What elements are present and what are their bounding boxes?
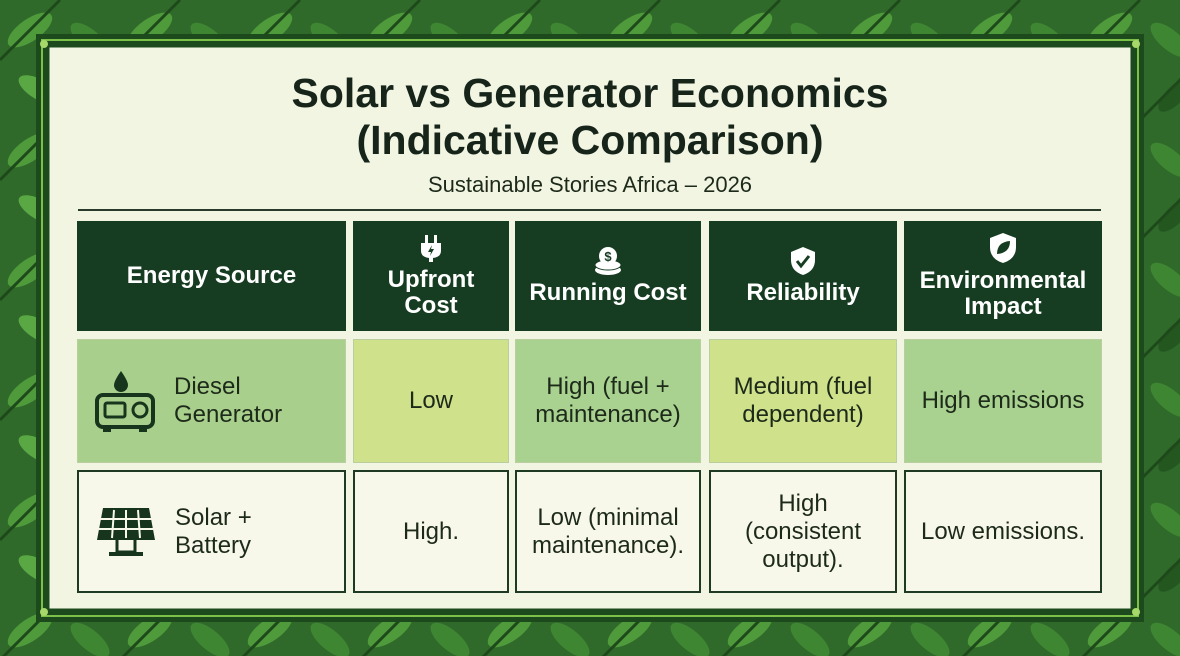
- svg-text:$: $: [604, 249, 612, 264]
- table-cell: Medium (fuel dependent): [709, 339, 897, 463]
- cell-text: Low emissions.: [920, 517, 1086, 545]
- table-cell: Low emissions.: [904, 470, 1102, 593]
- column-header: Energy Source: [77, 221, 346, 331]
- table-cell: Diesel Generator: [77, 339, 346, 463]
- title: Solar vs Generator Economics: [291, 70, 889, 116]
- cell-text: High (fuel + maintenance): [535, 373, 681, 428]
- header-text: Reliability: [746, 279, 860, 306]
- cell-text: High (consistent output).: [744, 489, 862, 573]
- cell-text: Low: [408, 387, 454, 414]
- header-text: Energy Source: [126, 262, 297, 289]
- table-cell: High emissions: [904, 339, 1102, 463]
- column-header: $ Running Cost: [515, 221, 701, 331]
- table-cell: Low (minimal maintenance).: [515, 470, 701, 593]
- table-cell: Low: [353, 339, 509, 463]
- table-cell: High (fuel + maintenance): [515, 339, 701, 463]
- header-text: Upfront Cost: [387, 266, 475, 319]
- cell-text: Medium (fuel dependent): [733, 373, 873, 428]
- cell-text: Diesel Generator: [174, 373, 283, 428]
- header-text: Running Cost: [529, 279, 687, 306]
- divider: [78, 209, 1101, 211]
- header-text: Environmental Impact: [919, 267, 1087, 320]
- title: (Indicative Comparison): [356, 117, 824, 163]
- table-cell: Solar + Battery: [77, 470, 346, 593]
- table-cell: High.: [353, 470, 509, 593]
- column-header: Upfront Cost: [353, 221, 509, 331]
- column-header: Environmental Impact: [904, 221, 1102, 331]
- coins-icon: $: [594, 247, 622, 275]
- solar-panel-icon: [97, 507, 155, 556]
- table-cell: High (consistent output).: [709, 470, 897, 593]
- cell-text: High emissions: [921, 387, 1085, 414]
- cell-text: Low (minimal maintenance).: [531, 503, 685, 559]
- cell-text: Solar + Battery: [175, 503, 252, 559]
- cell-text: High.: [402, 517, 460, 545]
- shield-icon: [791, 247, 815, 275]
- generator-icon: [95, 371, 155, 432]
- subtitle: Sustainable Stories Africa – 2026: [427, 172, 753, 197]
- eco-shield-icon: [990, 233, 1016, 263]
- plug-icon: [421, 235, 441, 262]
- column-header: Reliability: [709, 221, 897, 331]
